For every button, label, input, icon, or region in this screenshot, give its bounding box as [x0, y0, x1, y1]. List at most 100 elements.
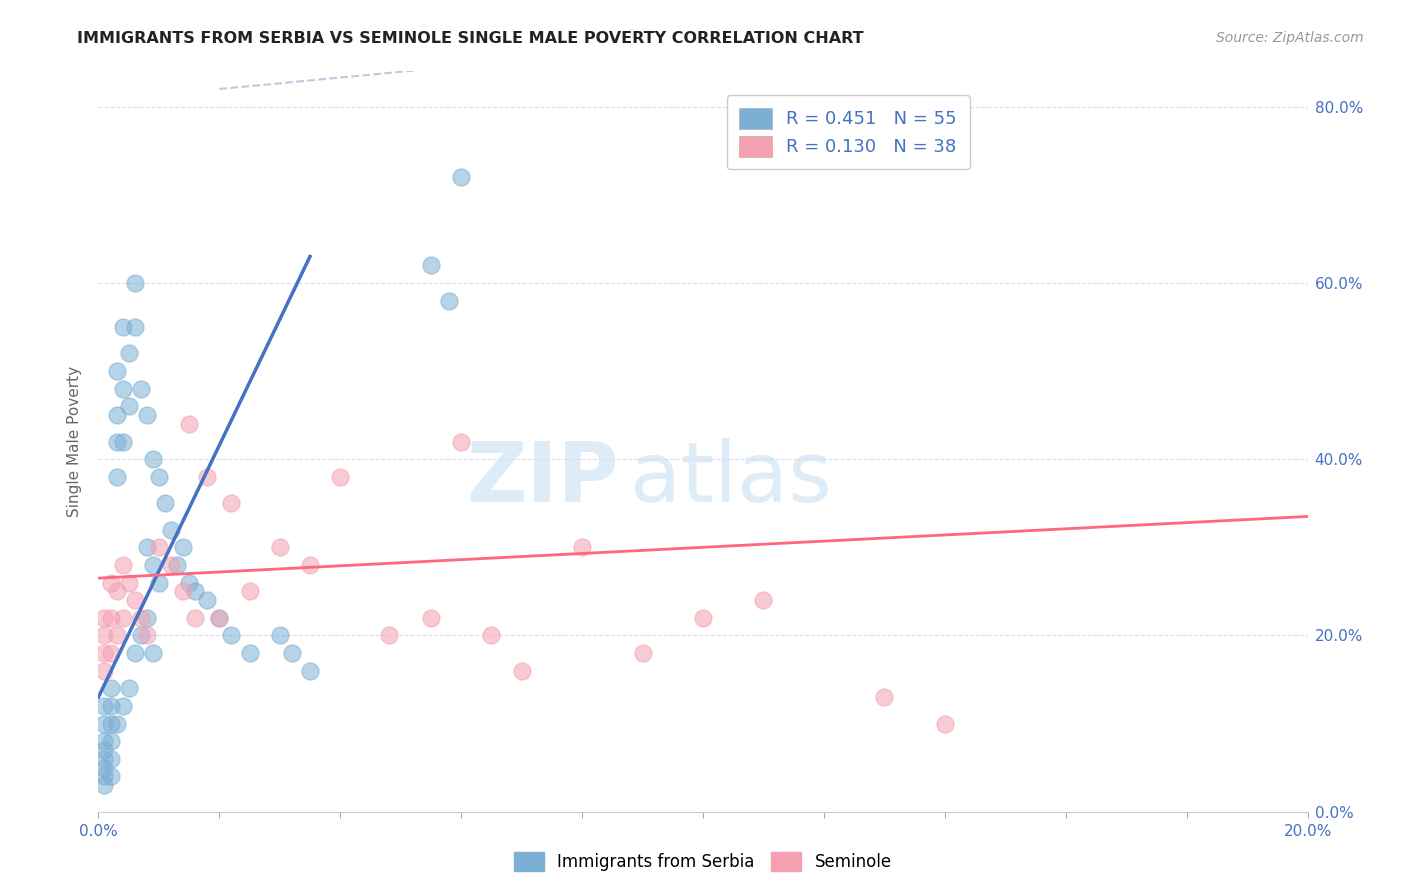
Point: [221, 628, 243, 642]
Legend: R = 0.451   N = 55, R = 0.130   N = 38: R = 0.451 N = 55, R = 0.130 N = 38: [727, 95, 970, 169]
Point: [184, 584, 207, 599]
Y-axis label: Single Male Poverty: Single Male Poverty: [67, 366, 83, 517]
Point: [100, 716, 122, 731]
Point: [208, 611, 231, 625]
Point: [100, 769, 122, 783]
Point: [329, 470, 352, 484]
Point: [179, 575, 201, 590]
Point: [118, 681, 141, 696]
Point: [281, 646, 304, 660]
Point: [873, 690, 896, 705]
Point: [93, 646, 115, 660]
Point: [93, 752, 115, 766]
Point: [118, 399, 141, 413]
Point: [269, 541, 291, 555]
Point: [93, 628, 115, 642]
Point: [221, 496, 243, 510]
Point: [179, 417, 201, 431]
Point: [111, 611, 134, 625]
Point: [124, 646, 146, 660]
Point: [124, 320, 146, 334]
Text: IMMIGRANTS FROM SERBIA VS SEMINOLE SINGLE MALE POVERTY CORRELATION CHART: IMMIGRANTS FROM SERBIA VS SEMINOLE SINGL…: [77, 31, 863, 46]
Point: [135, 628, 157, 642]
Point: [631, 646, 654, 660]
Point: [105, 628, 128, 642]
Point: [100, 734, 122, 748]
Legend: Immigrants from Serbia, Seminole: Immigrants from Serbia, Seminole: [506, 843, 900, 880]
Point: [195, 593, 218, 607]
Point: [420, 611, 443, 625]
Text: Source: ZipAtlas.com: Source: ZipAtlas.com: [1216, 31, 1364, 45]
Point: [692, 611, 714, 625]
Point: [148, 575, 170, 590]
Point: [105, 408, 128, 422]
Point: [510, 664, 533, 678]
Point: [124, 276, 146, 290]
Point: [450, 434, 472, 449]
Point: [450, 170, 472, 185]
Point: [124, 593, 146, 607]
Point: [135, 408, 157, 422]
Point: [93, 778, 115, 792]
Point: [142, 646, 165, 660]
Point: [208, 611, 231, 625]
Point: [299, 558, 322, 572]
Point: [437, 293, 460, 308]
Point: [93, 664, 115, 678]
Point: [481, 628, 503, 642]
Point: [118, 346, 141, 360]
Point: [100, 752, 122, 766]
Point: [105, 584, 128, 599]
Point: [105, 434, 128, 449]
Point: [100, 698, 122, 713]
Point: [184, 611, 207, 625]
Point: [93, 698, 115, 713]
Point: [111, 698, 134, 713]
Point: [100, 646, 122, 660]
Point: [160, 558, 183, 572]
Point: [93, 716, 115, 731]
Point: [142, 558, 165, 572]
Point: [111, 558, 134, 572]
Point: [93, 734, 115, 748]
Point: [100, 575, 122, 590]
Point: [100, 611, 122, 625]
Point: [93, 761, 115, 775]
Point: [129, 382, 152, 396]
Point: [299, 664, 322, 678]
Point: [420, 258, 443, 272]
Point: [153, 496, 176, 510]
Point: [111, 382, 134, 396]
Point: [105, 364, 128, 378]
Point: [752, 593, 775, 607]
Point: [377, 628, 399, 642]
Point: [269, 628, 291, 642]
Point: [105, 470, 128, 484]
Point: [135, 611, 157, 625]
Point: [934, 716, 956, 731]
Point: [93, 611, 115, 625]
Point: [142, 452, 165, 467]
Point: [148, 541, 170, 555]
Point: [172, 541, 194, 555]
Point: [160, 523, 183, 537]
Point: [105, 716, 128, 731]
Point: [129, 611, 152, 625]
Text: ZIP: ZIP: [465, 438, 619, 519]
Point: [571, 541, 593, 555]
Point: [239, 584, 262, 599]
Point: [111, 434, 134, 449]
Point: [172, 584, 194, 599]
Point: [118, 575, 141, 590]
Point: [239, 646, 262, 660]
Point: [111, 320, 134, 334]
Point: [129, 628, 152, 642]
Point: [100, 681, 122, 696]
Point: [148, 470, 170, 484]
Text: atlas: atlas: [630, 438, 832, 519]
Point: [166, 558, 188, 572]
Point: [135, 541, 157, 555]
Point: [93, 743, 115, 757]
Point: [195, 470, 218, 484]
Point: [93, 769, 115, 783]
